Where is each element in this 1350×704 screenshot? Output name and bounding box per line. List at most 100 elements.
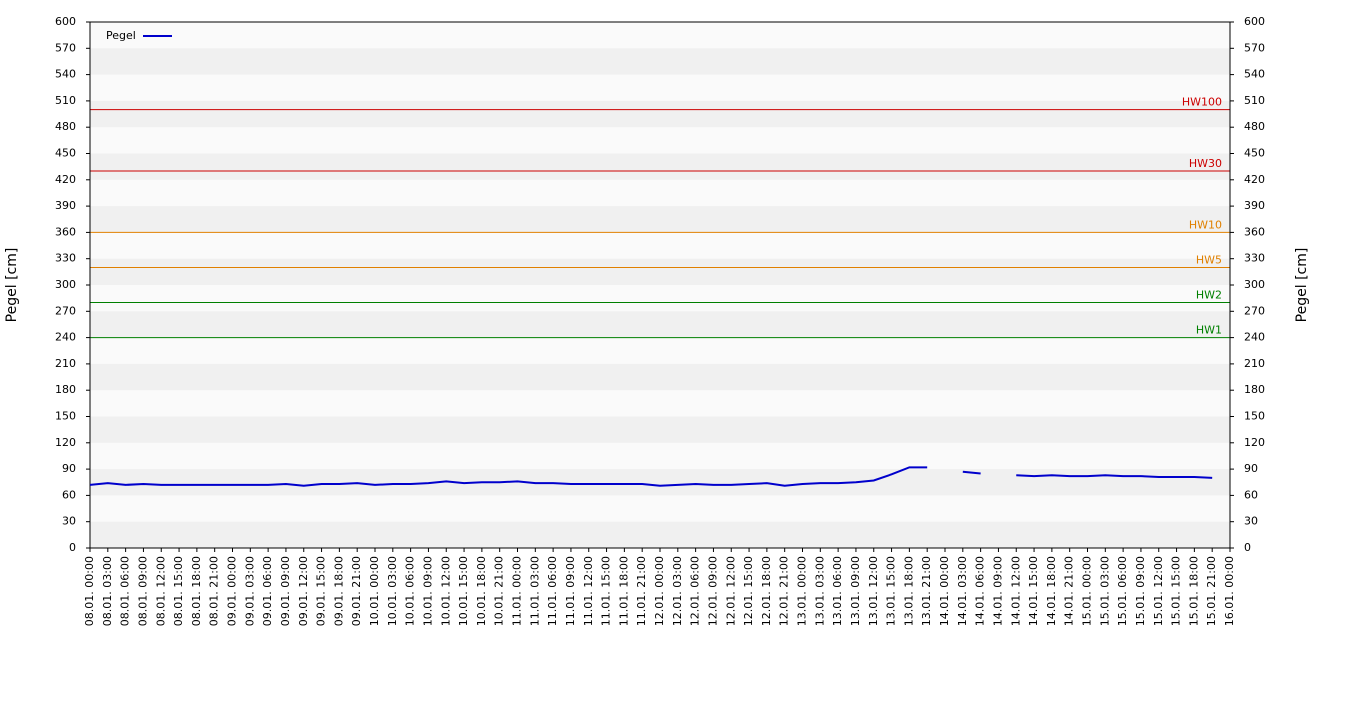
y2-tick-label: 600 — [1244, 15, 1265, 28]
y-tick-label: 180 — [55, 383, 76, 396]
x-tick-label: 15.01. 06:00 — [1116, 556, 1129, 626]
y2-tick-label: 120 — [1244, 436, 1265, 449]
x-tick-label: 13.01. 00:00 — [796, 556, 809, 626]
y-tick-label: 270 — [55, 304, 76, 317]
y-tick-label: 60 — [62, 488, 76, 501]
y-tick-label: 540 — [55, 68, 76, 81]
grid-band — [90, 363, 1230, 391]
x-tick-label: 16.01. 00:00 — [1223, 556, 1236, 626]
y2-tick-label: 390 — [1244, 199, 1265, 212]
threshold-label: HW100 — [1182, 96, 1222, 109]
x-tick-label: 14.01. 09:00 — [991, 556, 1004, 626]
y-tick-label: 390 — [55, 199, 76, 212]
y-axis-label: Pegel [cm] — [4, 248, 20, 323]
grid-band — [90, 48, 1230, 75]
x-tick-label: 13.01. 06:00 — [831, 556, 844, 626]
x-tick-label: 11.01. 09:00 — [564, 556, 577, 626]
x-tick-label: 13.01. 18:00 — [902, 556, 915, 626]
x-tick-label: 09.01. 21:00 — [350, 556, 363, 626]
grid-band — [90, 206, 1230, 233]
grid-band — [90, 416, 1230, 443]
y-tick-label: 330 — [55, 252, 76, 265]
grid-band — [90, 311, 1230, 338]
y2-tick-label: 420 — [1244, 173, 1265, 186]
y2-axis-label: Pegel [cm] — [1294, 248, 1310, 323]
grid-band — [90, 153, 1230, 180]
x-tick-label: 12.01. 06:00 — [689, 556, 702, 626]
x-tick-label: 10.01. 03:00 — [386, 556, 399, 626]
x-tick-label: 10.01. 00:00 — [368, 556, 381, 626]
x-tick-label: 11.01. 15:00 — [600, 556, 613, 626]
y-tick-label: 600 — [55, 15, 76, 28]
y2-tick-label: 270 — [1244, 304, 1265, 317]
x-tick-label: 09.01. 09:00 — [279, 556, 292, 626]
y2-tick-label: 450 — [1244, 147, 1265, 160]
y2-tick-label: 90 — [1244, 462, 1258, 475]
x-tick-label: 10.01. 06:00 — [404, 556, 417, 626]
y2-tick-label: 180 — [1244, 383, 1265, 396]
y2-tick-label: 210 — [1244, 357, 1265, 370]
x-tick-label: 09.01. 03:00 — [243, 556, 256, 626]
x-tick-label: 10.01. 15:00 — [457, 556, 470, 626]
y-tick-label: 360 — [55, 225, 76, 238]
y2-tick-label: 150 — [1244, 410, 1265, 423]
threshold-label: HW2 — [1196, 289, 1222, 302]
y2-tick-label: 60 — [1244, 488, 1258, 501]
x-tick-label: 08.01. 18:00 — [190, 556, 203, 626]
y2-tick-label: 540 — [1244, 68, 1265, 81]
x-tick-label: 14.01. 21:00 — [1063, 556, 1076, 626]
threshold-label: HW30 — [1189, 157, 1222, 170]
y2-tick-label: 30 — [1244, 515, 1258, 528]
x-tick-label: 10.01. 12:00 — [439, 556, 452, 626]
x-tick-label: 14.01. 00:00 — [938, 556, 951, 626]
x-tick-label: 14.01. 06:00 — [974, 556, 987, 626]
y2-tick-label: 240 — [1244, 331, 1265, 344]
x-tick-label: 12.01. 00:00 — [653, 556, 666, 626]
x-tick-label: 15.01. 12:00 — [1152, 556, 1165, 626]
x-tick-label: 15.01. 15:00 — [1170, 556, 1183, 626]
x-tick-label: 15.01. 03:00 — [1098, 556, 1111, 626]
x-tick-label: 15.01. 00:00 — [1081, 556, 1094, 626]
x-tick-label: 11.01. 06:00 — [546, 556, 559, 626]
x-tick-label: 14.01. 18:00 — [1045, 556, 1058, 626]
y-tick-label: 90 — [62, 462, 76, 475]
x-tick-label: 12.01. 21:00 — [778, 556, 791, 626]
y-tick-label: 240 — [55, 331, 76, 344]
y-tick-label: 450 — [55, 147, 76, 160]
y2-tick-label: 480 — [1244, 120, 1265, 133]
x-tick-label: 13.01. 21:00 — [920, 556, 933, 626]
x-tick-label: 11.01. 12:00 — [582, 556, 595, 626]
y2-tick-label: 510 — [1244, 94, 1265, 107]
x-tick-label: 11.01. 00:00 — [511, 556, 524, 626]
grid-band — [90, 469, 1230, 496]
x-tick-label: 12.01. 03:00 — [671, 556, 684, 626]
y2-tick-label: 330 — [1244, 252, 1265, 265]
y2-tick-label: 0 — [1244, 541, 1251, 554]
x-tick-label: 14.01. 15:00 — [1027, 556, 1040, 626]
x-tick-label: 12.01. 09:00 — [706, 556, 719, 626]
grid-band — [90, 100, 1230, 128]
x-tick-label: 09.01. 12:00 — [297, 556, 310, 626]
x-tick-label: 10.01. 09:00 — [421, 556, 434, 626]
y2-tick-label: 300 — [1244, 278, 1265, 291]
y-tick-label: 210 — [55, 357, 76, 370]
x-tick-label: 13.01. 12:00 — [867, 556, 880, 626]
x-tick-label: 12.01. 12:00 — [724, 556, 737, 626]
legend-label: Pegel — [106, 29, 136, 42]
y-tick-label: 300 — [55, 278, 76, 291]
y-tick-label: 120 — [55, 436, 76, 449]
y-tick-label: 510 — [55, 94, 76, 107]
x-tick-label: 14.01. 12:00 — [1009, 556, 1022, 626]
x-tick-label: 12.01. 15:00 — [742, 556, 755, 626]
threshold-label: HW1 — [1196, 324, 1222, 337]
y-tick-label: 420 — [55, 173, 76, 186]
x-tick-label: 09.01. 18:00 — [332, 556, 345, 626]
y-tick-label: 150 — [55, 410, 76, 423]
grid-band — [90, 521, 1230, 548]
x-tick-label: 09.01. 06:00 — [261, 556, 274, 626]
threshold-label: HW5 — [1196, 253, 1222, 266]
x-tick-label: 10.01. 18:00 — [475, 556, 488, 626]
y-tick-label: 570 — [55, 41, 76, 54]
x-tick-label: 09.01. 15:00 — [315, 556, 328, 626]
